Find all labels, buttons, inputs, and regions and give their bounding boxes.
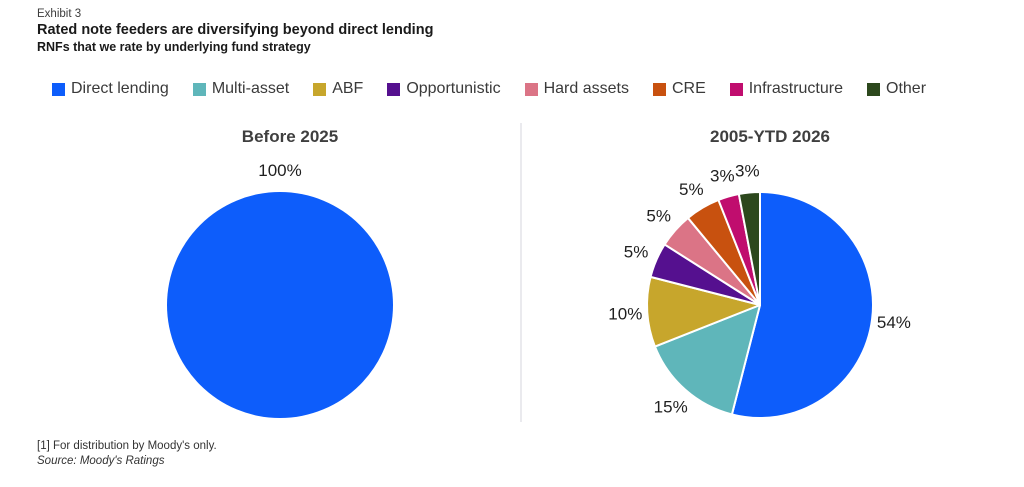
legend-swatch-icon [524, 82, 538, 96]
legend-item-multi-asset: Multi-asset [192, 80, 290, 98]
legend-item-opportunistic: Opportunistic [387, 80, 501, 98]
legend-swatch-icon [192, 82, 206, 96]
legend-item-infrastructure: Infrastructure [729, 80, 843, 98]
legend-swatch-icon [652, 82, 666, 96]
legend-label: CRE [671, 80, 706, 97]
chart-title: 2005-YTD 2026 [709, 127, 831, 146]
legend-swatch-icon [313, 82, 327, 96]
exhibit-number: Exhibit 3 [37, 8, 82, 20]
legend-item-cre: CRE [652, 80, 706, 98]
pie-value-label: 3% [735, 162, 760, 181]
legend-label: Direct lending [71, 80, 169, 97]
pie-value-label: 54% [877, 313, 911, 332]
pie-value-label: 5% [646, 207, 671, 226]
legend-swatch-icon [867, 82, 880, 96]
pie-slice-abf [646, 275, 761, 348]
panel-divider [520, 123, 522, 422]
chart-legend: Direct lending Multi-asset ABF Opportunisti… [52, 80, 926, 98]
legend-item-direct-lending: Direct lending [52, 80, 169, 98]
pie-value-label: 3% [710, 166, 735, 185]
chart-title: Before 2025 [241, 127, 339, 146]
pie-2005-ytd-2026: 54% 15% 10% 5% 5% 5% 3% 3% [608, 162, 911, 419]
pie-value-label: 10% [608, 305, 642, 324]
legend-label: ABF [332, 80, 364, 97]
pie-value-label: 100% [258, 161, 301, 180]
pie-slice-multi-asset [653, 304, 761, 416]
pie-slice-other [737, 191, 761, 306]
pie-slice-direct-lending [730, 191, 874, 419]
legend-label: Multi-asset [211, 80, 290, 97]
legend-label: Hard assets [543, 80, 629, 97]
pie-value-label: 5% [624, 242, 649, 261]
legend-swatch-icon [52, 82, 65, 96]
legend-swatch-icon [729, 82, 743, 96]
pie-chart-before-2025: Before 2025 100% [60, 123, 520, 435]
legend-item-abf: ABF [313, 80, 363, 98]
pie-chart-2005-ytd-2026: 2005-YTD 2026 54% 15% 10% 5% 5% 5% 3% 3% [540, 123, 1000, 435]
footnote: [1] For distribution by Moody's only. [37, 440, 217, 452]
legend-label: Opportunistic [406, 80, 501, 97]
legend-item-other: Other [867, 80, 926, 98]
legend-swatch-icon [387, 82, 401, 96]
pie-value-label: 5% [679, 180, 704, 199]
legend-item-hard-assets: Hard assets [524, 80, 629, 98]
source-attribution: Source: Moody's Ratings [37, 455, 165, 467]
page-subtitle: RNFs that we rate by underlying fund str… [37, 40, 311, 54]
pie-before-2025: 100% [167, 161, 393, 418]
legend-label: Infrastructure [748, 80, 843, 97]
legend-label: Other [886, 80, 927, 97]
pie-slice-direct-lending [167, 192, 393, 418]
page-title: Rated note feeders are diversifying beyo… [37, 22, 434, 38]
pie-value-label: 15% [654, 397, 688, 416]
